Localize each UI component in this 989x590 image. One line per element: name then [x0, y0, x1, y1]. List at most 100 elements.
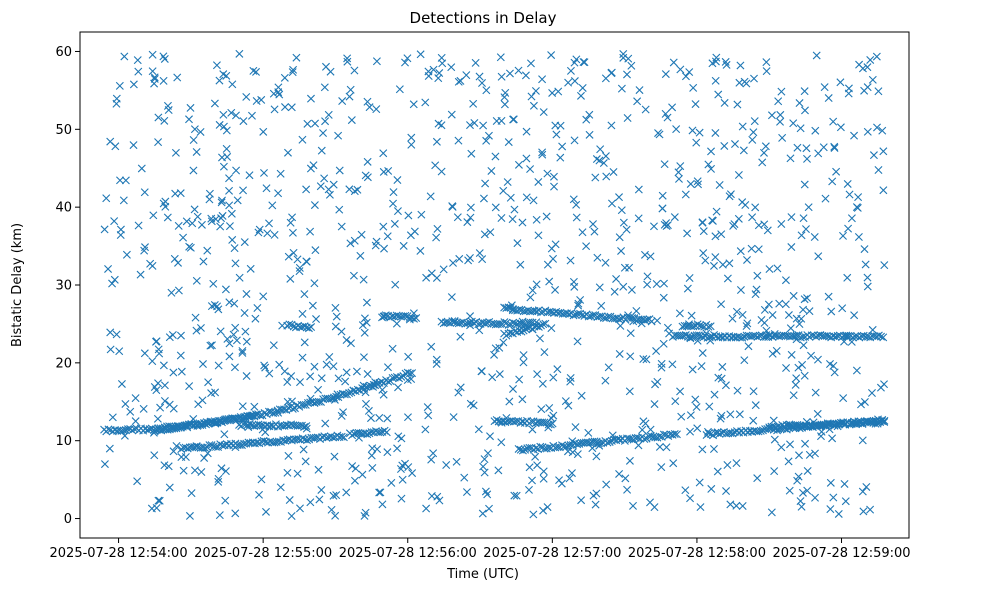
data-point	[122, 250, 131, 259]
data-point	[183, 444, 192, 453]
data-point	[363, 157, 372, 166]
data-point	[283, 378, 292, 386]
data-point	[843, 179, 852, 188]
data-point	[288, 68, 297, 77]
data-point	[319, 129, 328, 138]
data-point	[482, 86, 491, 95]
data-point	[738, 502, 747, 510]
data-point	[407, 140, 416, 149]
data-point	[216, 222, 225, 231]
data-point	[529, 196, 538, 205]
data-point	[726, 410, 735, 419]
data-point	[298, 309, 307, 318]
data-point	[343, 390, 352, 399]
data-point	[298, 434, 307, 443]
data-point	[573, 450, 582, 459]
data-point	[447, 63, 456, 72]
y-tick-label: 50	[55, 123, 72, 138]
data-point	[366, 414, 375, 423]
data-point	[346, 239, 355, 248]
data-point	[508, 215, 517, 224]
data-point	[134, 221, 143, 230]
data-point	[300, 338, 309, 347]
data-point	[200, 453, 209, 462]
data-point	[506, 328, 515, 337]
data-point	[303, 436, 311, 445]
data-point	[185, 115, 193, 124]
data-point	[235, 273, 244, 282]
data-point	[697, 362, 706, 371]
data-point	[211, 388, 220, 397]
data-point	[542, 212, 551, 221]
data-point	[444, 318, 452, 327]
data-point	[197, 467, 206, 476]
data-point	[217, 464, 226, 473]
data-point	[490, 350, 499, 359]
data-point	[509, 318, 518, 327]
data-point	[681, 486, 690, 495]
data-point	[819, 421, 828, 430]
data-point	[688, 126, 697, 135]
data-point	[329, 180, 338, 189]
data-point	[546, 420, 555, 429]
data-point	[231, 259, 240, 268]
data-point	[735, 410, 744, 419]
data-point	[335, 166, 344, 175]
data-point	[803, 154, 812, 163]
data-point	[638, 425, 647, 434]
data-point	[795, 451, 803, 460]
data-point	[626, 352, 635, 361]
data-point	[110, 275, 119, 284]
data-point	[438, 59, 447, 68]
data-point	[707, 164, 716, 173]
data-point	[462, 488, 471, 497]
data-point	[497, 438, 506, 447]
data-point	[526, 165, 535, 174]
data-point	[105, 444, 114, 453]
data-point	[768, 349, 777, 358]
data-point	[151, 337, 160, 346]
data-point	[497, 72, 506, 81]
data-point	[321, 419, 330, 428]
data-point	[169, 447, 178, 456]
data-point	[776, 117, 785, 126]
data-point	[825, 359, 834, 368]
data-point	[585, 130, 594, 139]
data-point	[629, 501, 637, 510]
data-point	[710, 390, 719, 399]
data-point	[657, 463, 666, 472]
data-point	[148, 261, 157, 270]
data-point	[351, 464, 360, 473]
data-point	[853, 203, 862, 212]
data-point	[786, 154, 795, 163]
data-points	[100, 49, 889, 520]
data-point	[798, 332, 807, 341]
data-point	[311, 246, 320, 255]
data-point	[427, 269, 436, 278]
data-point	[262, 184, 271, 193]
data-point	[312, 315, 321, 324]
data-point	[512, 417, 521, 426]
data-point	[311, 433, 320, 442]
data-point	[829, 493, 838, 502]
plot-area-frame	[79, 31, 910, 539]
data-point	[346, 339, 355, 348]
data-point	[734, 214, 743, 223]
data-point	[192, 442, 201, 451]
data-point	[265, 219, 273, 228]
data-point	[522, 154, 531, 163]
data-point	[317, 146, 326, 155]
data-point	[350, 476, 359, 485]
data-point	[115, 347, 124, 356]
data-point	[340, 390, 349, 399]
data-point	[867, 418, 876, 427]
data-point	[182, 217, 191, 226]
data-point	[504, 320, 513, 329]
data-point	[812, 51, 821, 60]
data-point	[191, 313, 200, 322]
data-point	[337, 432, 346, 441]
data-point	[454, 388, 463, 397]
data-point	[695, 478, 704, 487]
data-point	[387, 478, 396, 487]
data-point	[556, 153, 565, 162]
